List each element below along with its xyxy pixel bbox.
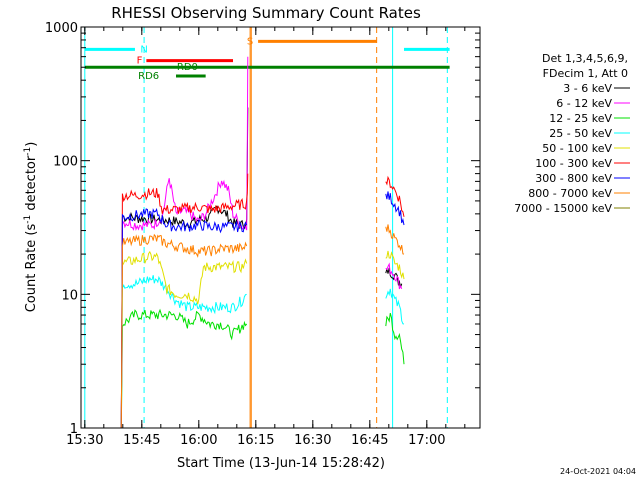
flag-label-s: S <box>247 36 253 47</box>
y-tick-label-0: 1 <box>70 422 78 437</box>
flag-label-rd0: RD0 <box>177 62 198 73</box>
x-tick-label-4: 16:30 <box>294 433 331 448</box>
y-axis-title-sup1: -1 <box>23 215 33 224</box>
series-line-7-seg-0 <box>120 233 248 429</box>
y-axis-title-sup2: -1 <box>23 147 33 156</box>
legend-label-5: 100 - 300 keV <box>535 157 612 170</box>
series-line-5-seg-0 <box>120 173 249 429</box>
x-tick-label-5: 16:45 <box>351 433 388 448</box>
series-line-3-seg-0 <box>120 275 247 429</box>
legend: Det 1,3,4,5,6,9, FDecim 1, Att 0 3 - 6 k… <box>514 52 630 215</box>
x-tick-label-2: 16:00 <box>180 433 217 448</box>
series-line-2-seg-1 <box>385 312 405 365</box>
x-axis-title: Start Time (13-Jun-14 15:28:42) <box>177 456 385 471</box>
series-line-1-seg-0 <box>120 56 249 429</box>
x-tick-label-0: 15:30 <box>66 433 103 448</box>
legend-label-0: 3 - 6 keV <box>563 82 612 95</box>
series-line-1-seg-1 <box>385 262 403 290</box>
legend-label-1: 6 - 12 keV <box>556 97 612 110</box>
series-line-6-seg-1 <box>385 191 405 226</box>
y-axis-title-part1: Count Rate (s <box>24 224 39 313</box>
series-line-0-seg-0 <box>120 107 249 429</box>
series-line-2-seg-0 <box>120 308 248 429</box>
timestamp: 24-Oct-2021 04:04 <box>560 467 636 476</box>
legend-label-6: 300 - 800 keV <box>535 172 612 185</box>
series-line-3-seg-1 <box>385 288 405 325</box>
x-tick-label-6: 17:00 <box>408 433 445 448</box>
y-tick-label-3: 1000 <box>45 21 78 36</box>
plot-layer: N S F RD0 RD6 <box>84 27 450 429</box>
x-tick-label-1: 15:45 <box>123 433 160 448</box>
legend-label-3: 25 - 50 keV <box>549 127 612 140</box>
legend-header-1: Det 1,3,4,5,6,9, <box>542 52 628 65</box>
y-tick-label-2: 100 <box>53 155 78 170</box>
y-axis-title-part2: detector <box>24 155 39 215</box>
legend-header-2: FDecim 1, Att 0 <box>543 67 628 80</box>
series-line-6-seg-0 <box>120 207 248 429</box>
series-line-4-seg-1 <box>385 250 405 280</box>
series-line-4-seg-0 <box>120 250 248 429</box>
y-tick-label-1: 10 <box>61 288 78 303</box>
legend-label-7: 800 - 7000 keV <box>528 187 612 200</box>
y-axis-title: Count Rate (s-1 detector-1) <box>23 142 39 313</box>
legend-label-2: 12 - 25 keV <box>549 112 612 125</box>
x-tick-label-3: 16:15 <box>237 433 274 448</box>
flag-label-n: N <box>140 44 147 55</box>
legend-label-4: 50 - 100 keV <box>542 142 612 155</box>
series-line-5-seg-1 <box>385 175 405 217</box>
plot-frame <box>80 26 481 429</box>
y-axis-title-part3: ) <box>24 142 39 147</box>
chart-title: RHESSI Observing Summary Count Rates <box>111 4 421 22</box>
series-line-7-seg-1 <box>385 224 405 255</box>
flag-label-rd6: RD6 <box>138 71 159 82</box>
legend-label-8: 7000 - 15000 keV <box>514 202 612 215</box>
axis-layer: 15:30 15:45 16:00 16:15 16:30 16:45 17:00 1 10 10… <box>45 21 481 448</box>
flag-label-f: F <box>137 56 143 67</box>
